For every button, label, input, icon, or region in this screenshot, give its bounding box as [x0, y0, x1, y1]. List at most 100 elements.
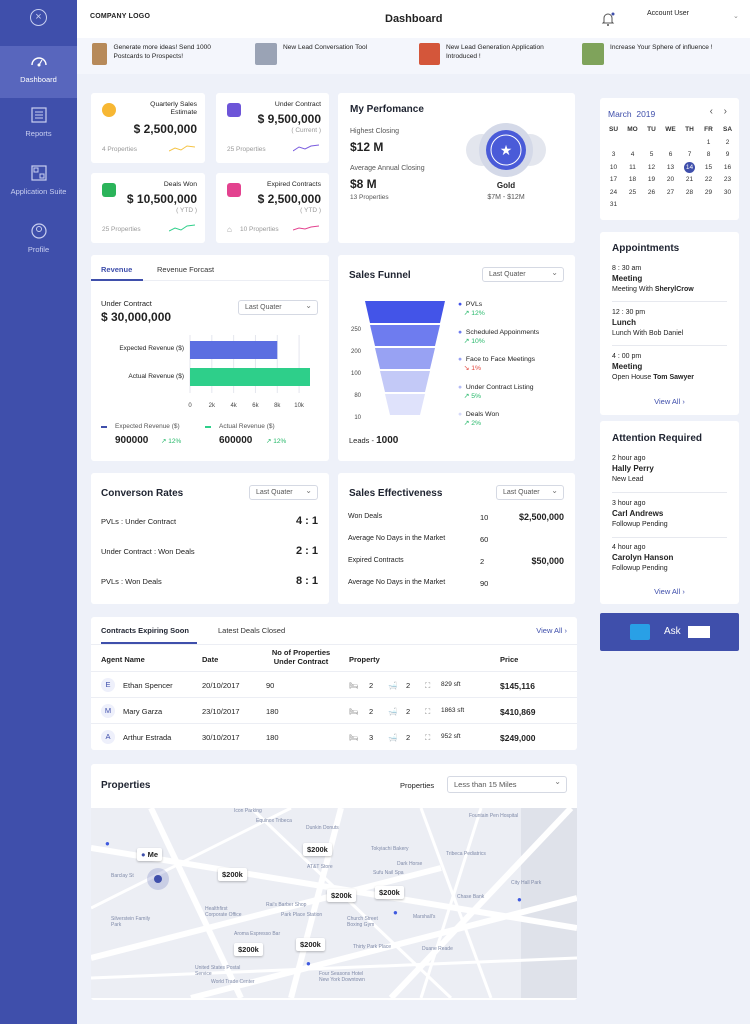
- card-title: My Perfomance: [350, 104, 424, 115]
- property-price-marker[interactable]: $200k: [303, 843, 332, 856]
- map-pin-icon[interactable]: ●: [306, 959, 311, 968]
- tab-revenue-forecast[interactable]: Revenue Forcast: [157, 265, 215, 274]
- kpi-card-expired[interactable]: Expired Contracts $ 2,500,000 ( YTD ) 10…: [216, 173, 329, 243]
- attention-item[interactable]: 3 hour ago Carl Andrews Followup Pending: [612, 499, 668, 530]
- period-select[interactable]: Last Quater: [482, 267, 564, 282]
- appointment-item[interactable]: 4 : 00 pm Meeting Open House Tom Sawyer: [612, 352, 694, 383]
- attention-item[interactable]: 4 hour ago Carolyn Hanson Followup Pending: [612, 543, 673, 574]
- sparkline: [169, 145, 195, 152]
- calendar-day[interactable]: 15: [704, 163, 713, 171]
- period-select[interactable]: Last Quater: [238, 300, 318, 315]
- calendar-day[interactable]: 7: [687, 151, 692, 159]
- attention-item[interactable]: 2 hour ago Hally Perry New Lead: [612, 454, 654, 485]
- contracts-table-card: Contracts Expiring Soon Latest Deals Clo…: [91, 617, 577, 750]
- next-month-icon[interactable]: ›: [723, 106, 727, 117]
- map-pin-icon[interactable]: ●: [393, 908, 398, 917]
- property-price-marker[interactable]: $200k: [218, 868, 247, 881]
- calendar-day[interactable]: 22: [704, 176, 713, 184]
- kpi-card-deals-won[interactable]: Deals Won $ 10,500,000 ( YTD ) 25 Proper…: [91, 173, 205, 243]
- gold-medal-icon: ★: [466, 123, 546, 177]
- promo-banner[interactable]: Increase Your Sphere of influence !: [582, 43, 722, 65]
- price: $249,000: [500, 733, 536, 743]
- tab-revenue[interactable]: Revenue: [101, 265, 133, 274]
- calendar-day[interactable]: 23: [723, 176, 732, 184]
- calendar-day[interactable]: 28: [685, 188, 694, 196]
- view-all-link[interactable]: View All ›: [536, 626, 567, 635]
- x-tick: 6k: [252, 403, 259, 409]
- map-place-label: Dunkin Donuts: [306, 825, 339, 831]
- sidebar-item-reports[interactable]: Reports: [0, 100, 77, 152]
- calendar-day[interactable]: 21: [685, 176, 694, 184]
- legend-label: Expected Revenue ($): [115, 423, 180, 430]
- table-row[interactable]: M Mary Garza 23/10/2017 180 🛏 2 🛁 2 ⛶ 1863 …: [91, 697, 577, 723]
- calendar-day[interactable]: 6: [668, 151, 673, 159]
- table-row[interactable]: E Ethan Spencer 20/10/2017 90 🛏 2 🛁 2 ⛶ 829…: [91, 671, 577, 697]
- calendar-day[interactable]: 18: [628, 176, 637, 184]
- appointment-item[interactable]: 8 : 30 am Meeting Meeting With SherylCrow: [612, 264, 694, 295]
- calendar-day[interactable]: 26: [647, 188, 656, 196]
- appt-type: Meeting: [612, 274, 643, 283]
- calendar-day[interactable]: 31: [609, 201, 618, 209]
- calendar-day[interactable]: 11: [629, 163, 636, 171]
- calendar-day[interactable]: 14: [684, 161, 695, 173]
- prev-month-icon[interactable]: ‹: [709, 106, 713, 117]
- calendar-day[interactable]: 2: [725, 138, 730, 146]
- view-all-link[interactable]: View All ›: [654, 587, 685, 596]
- calendar-day[interactable]: 17: [609, 176, 618, 184]
- calendar-day[interactable]: 16: [723, 163, 732, 171]
- bell-icon[interactable]: [600, 11, 616, 27]
- calendar-day[interactable]: 29: [704, 188, 713, 196]
- calendar-day[interactable]: 8: [706, 151, 711, 159]
- calendar-day[interactable]: 10: [609, 163, 618, 171]
- property-price-marker[interactable]: $200k: [296, 938, 325, 951]
- calendar-day[interactable]: 20: [666, 176, 675, 184]
- map-pin-icon[interactable]: ●: [517, 895, 522, 904]
- promo-banner[interactable]: Generate more ideas! Send 1000 Postcards…: [92, 43, 232, 65]
- appointment-item[interactable]: 12 : 30 pm Lunch Lunch With Bob Daniel: [612, 308, 683, 339]
- close-icon[interactable]: ×: [30, 9, 47, 26]
- calendar-day[interactable]: 1: [706, 138, 711, 146]
- table-row[interactable]: A Arthur Estrada 30/10/2017 180 🛏 3 🛁 2 ⛶ 9…: [91, 723, 577, 749]
- view-all-link[interactable]: View All ›: [654, 397, 685, 406]
- tab-contracts-expiring[interactable]: Contracts Expiring Soon: [101, 626, 189, 635]
- map-pin-icon[interactable]: ●: [105, 839, 110, 848]
- calendar-day[interactable]: 12: [647, 163, 656, 171]
- calendar-day[interactable]: 3: [611, 151, 616, 159]
- period-select[interactable]: Last Quater: [249, 485, 318, 500]
- sidebar-item-application-suite[interactable]: Application Suite: [0, 158, 77, 210]
- promo-text: New Lead Conversation Tool: [283, 44, 368, 51]
- kpi-card-under-contract[interactable]: Under Contract $ 9,500,000 ( Current ) 2…: [216, 93, 329, 163]
- tab-latest-deals[interactable]: Latest Deals Closed: [218, 626, 286, 635]
- calendar-day[interactable]: 30: [723, 188, 732, 196]
- promo-banner[interactable]: New Lead Conversation Tool: [255, 43, 405, 65]
- calendar-day[interactable]: 27: [666, 188, 675, 196]
- legend-swatch: [101, 426, 107, 428]
- me-marker[interactable]: ● Me: [137, 848, 163, 861]
- ask-input[interactable]: [688, 626, 710, 638]
- legend-label: Actual Revenue ($): [219, 423, 275, 430]
- divider: [612, 492, 727, 493]
- calendar-day[interactable]: 5: [649, 151, 654, 159]
- calendar-day[interactable]: 24: [609, 188, 618, 196]
- kpi-card-quarterly[interactable]: Quarterly Sales Estimate $ 2,500,000 4 P…: [91, 93, 205, 163]
- property-price-marker[interactable]: $200k: [234, 943, 263, 956]
- sidebar-item-profile[interactable]: Profile: [0, 216, 77, 268]
- distance-select[interactable]: Less than 15 Miles: [447, 776, 567, 793]
- calendar-day[interactable]: 4: [630, 151, 635, 159]
- calendar-day[interactable]: 13: [666, 163, 675, 171]
- ask-button[interactable]: Ask: [600, 613, 739, 651]
- baths: 2: [406, 733, 411, 742]
- map[interactable]: Icon Parking Equinox Tribeca Dunkin Donu…: [91, 808, 577, 998]
- calendar-day[interactable]: 25: [628, 188, 637, 196]
- calendar-day: [680, 136, 699, 149]
- calendar-day[interactable]: 9: [725, 151, 730, 159]
- property-price-marker[interactable]: $200k: [327, 889, 356, 902]
- chevron-down-icon: ⌄: [733, 13, 739, 20]
- property-price-marker[interactable]: $200k: [375, 886, 404, 899]
- promo-banner[interactable]: New Lead Generation Application Introduc…: [419, 43, 574, 65]
- ask-label: Ask: [664, 626, 681, 637]
- account-user-menu[interactable]: Account User ⌄: [647, 10, 739, 20]
- sidebar-item-dashboard[interactable]: Dashboard: [0, 46, 77, 98]
- calendar-day[interactable]: 19: [647, 176, 656, 184]
- period-select[interactable]: Last Quater: [496, 485, 564, 500]
